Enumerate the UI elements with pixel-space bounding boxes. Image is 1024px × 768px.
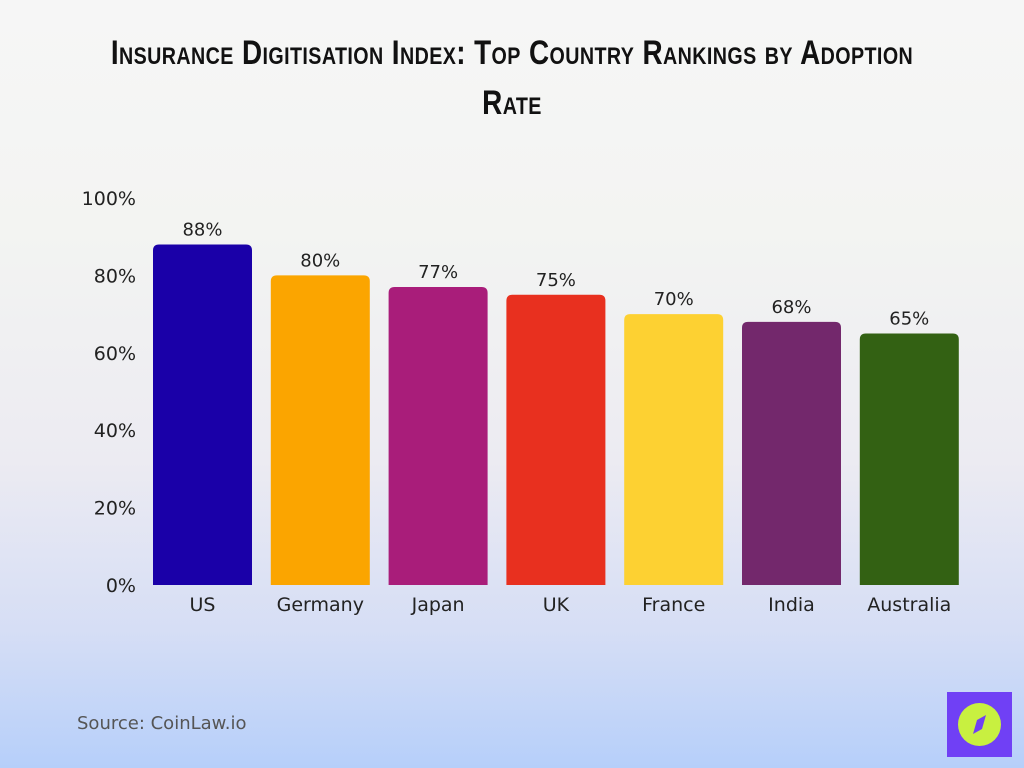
bar-us (153, 244, 252, 585)
y-tick-label: 100% (82, 188, 136, 210)
bar-japan (388, 287, 488, 585)
bar-uk (506, 294, 606, 585)
bar-india (742, 321, 841, 585)
x-tick-label: Japan (411, 594, 465, 616)
chart-title: Insurance Digitisation Index: Top Countr… (110, 34, 914, 122)
source-note: Source: CoinLaw.io (77, 713, 247, 734)
bar-germany (270, 275, 370, 585)
y-tick-label: 20% (94, 498, 136, 520)
bar-france (624, 314, 724, 585)
data-label: 75% (536, 270, 576, 291)
data-label: 77% (418, 262, 458, 283)
bar-australia (859, 333, 959, 585)
data-label: 70% (654, 289, 694, 310)
compass-icon (958, 703, 1001, 746)
data-label: 65% (889, 308, 929, 329)
x-tick-label: France (642, 594, 705, 616)
y-tick-label: 80% (94, 265, 136, 287)
x-tick-label: India (768, 594, 815, 616)
y-tick-label: 0% (106, 575, 136, 597)
data-label: 68% (771, 297, 811, 318)
x-tick-label: Germany (277, 594, 364, 616)
y-tick-label: 40% (94, 420, 136, 442)
data-label: 80% (300, 250, 340, 271)
x-tick-label: Australia (867, 594, 951, 616)
x-tick-label: US (190, 594, 216, 616)
x-tick-label: UK (543, 594, 570, 616)
logo (947, 692, 1012, 757)
y-tick-label: 60% (94, 343, 136, 365)
data-label: 88% (182, 219, 222, 240)
